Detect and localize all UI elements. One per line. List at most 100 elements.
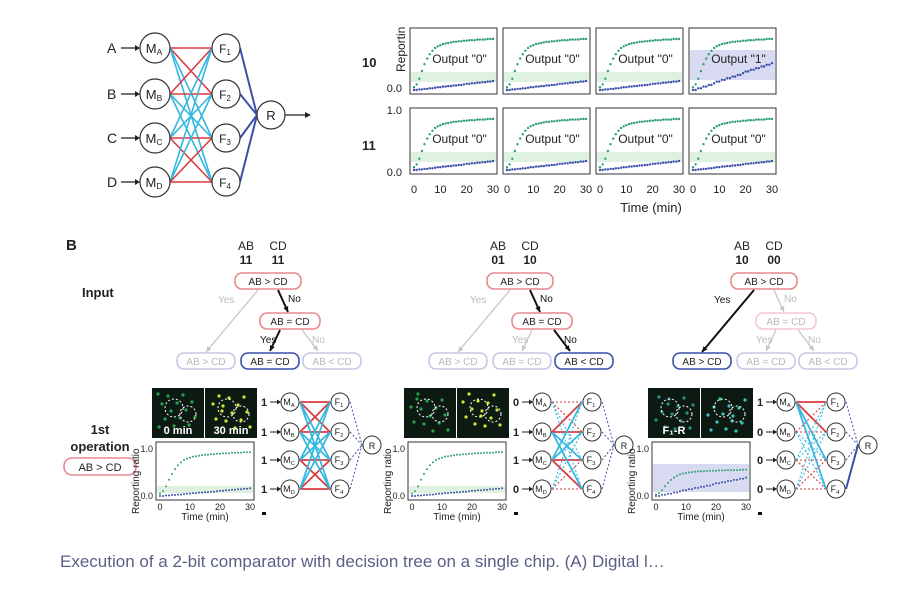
data-point xyxy=(768,37,771,41)
cell-dot xyxy=(431,429,435,433)
mini-edge xyxy=(845,431,859,446)
tree-arrowhead xyxy=(269,345,275,351)
data-point xyxy=(635,164,639,168)
data-point xyxy=(433,126,437,130)
mini-x-tick: 10 xyxy=(681,502,691,512)
node-f-label: F4 xyxy=(219,176,231,191)
tree-root xyxy=(486,272,554,290)
node-m-label: MB xyxy=(146,87,163,103)
data-point xyxy=(659,39,662,42)
input-arrowhead xyxy=(135,91,140,97)
mini-x-tick: 10 xyxy=(185,502,195,512)
data-point xyxy=(679,473,681,476)
data-point xyxy=(555,39,559,42)
data-point xyxy=(450,454,452,457)
tree-arrow xyxy=(205,289,259,353)
data-point xyxy=(646,40,649,43)
data-point xyxy=(537,122,540,125)
data-point xyxy=(622,45,625,48)
cell-dot xyxy=(473,422,477,426)
data-point xyxy=(561,162,564,165)
data-point xyxy=(726,41,729,45)
data-point xyxy=(521,53,524,56)
mini-y-tick: 1.0 xyxy=(140,444,153,454)
node-reporter xyxy=(256,100,286,130)
data-point xyxy=(189,456,191,459)
mini-node-r xyxy=(362,435,382,455)
data-point xyxy=(462,39,466,42)
data-point xyxy=(582,160,585,163)
data-point xyxy=(168,494,170,497)
data-point xyxy=(186,492,188,495)
data-point xyxy=(699,149,703,153)
cell-dot xyxy=(685,411,689,415)
cell-dot xyxy=(416,392,420,396)
data-point xyxy=(609,87,612,91)
data-point xyxy=(762,65,766,68)
data-point xyxy=(462,453,464,456)
data-point xyxy=(555,163,559,166)
tree-second-label: AB = CD xyxy=(766,317,805,328)
data-point xyxy=(648,83,652,86)
mini-node-m-label: MB xyxy=(283,427,295,439)
cell-outline xyxy=(179,405,197,423)
data-point xyxy=(736,120,739,123)
tree-leaf xyxy=(736,352,796,370)
cell-outline xyxy=(232,405,250,423)
cell-dot xyxy=(446,428,450,432)
cell-dot xyxy=(163,417,167,421)
data-point xyxy=(529,86,532,89)
data-point xyxy=(545,40,548,43)
data-point xyxy=(727,480,729,482)
data-point xyxy=(691,88,695,92)
mini-edge xyxy=(795,401,827,490)
data-point xyxy=(638,164,641,167)
data-point xyxy=(428,133,431,136)
cell-outline xyxy=(728,405,746,423)
tree-arrowhead xyxy=(535,306,541,312)
tree-arrowhead xyxy=(779,306,785,312)
data-point xyxy=(760,65,763,68)
x-tick: 20 xyxy=(740,184,752,196)
data-point xyxy=(553,163,556,167)
data-point xyxy=(673,491,675,494)
data-point xyxy=(195,492,197,495)
cell-dot xyxy=(187,423,191,427)
data-point xyxy=(519,87,522,91)
data-point xyxy=(491,159,495,163)
cell-dot xyxy=(709,428,713,432)
tree-leaf-label: AB > CD xyxy=(682,357,721,368)
data-point xyxy=(478,118,481,121)
data-point xyxy=(415,83,418,86)
data-point xyxy=(417,494,419,497)
y-axis-label: Reportin xyxy=(394,27,408,72)
data-point xyxy=(452,120,455,124)
data-point xyxy=(643,83,646,87)
data-point xyxy=(439,124,442,127)
figure-caption[interactable]: Execution of a 2-bit comparator with dec… xyxy=(60,552,665,571)
data-point xyxy=(733,164,737,167)
data-point xyxy=(537,42,540,45)
data-point xyxy=(505,86,509,89)
operation-badge xyxy=(63,457,137,476)
data-point xyxy=(675,80,678,83)
cell-dot xyxy=(425,399,429,403)
data-point xyxy=(449,164,453,168)
data-point xyxy=(439,166,442,169)
data-point xyxy=(685,489,687,492)
data-point xyxy=(752,39,755,42)
data-point xyxy=(742,477,744,480)
subplot: Output "0" xyxy=(409,27,498,95)
data-point xyxy=(483,81,487,84)
data-point xyxy=(513,69,517,73)
data-point xyxy=(412,88,416,92)
data-point xyxy=(718,469,720,472)
mini-edge xyxy=(795,459,827,490)
data-point xyxy=(237,451,239,454)
data-point xyxy=(219,452,221,455)
mini-node-f xyxy=(826,392,846,412)
mini-edge xyxy=(845,401,859,446)
data-point xyxy=(447,164,450,168)
data-point xyxy=(707,167,710,170)
data-point xyxy=(697,77,700,81)
